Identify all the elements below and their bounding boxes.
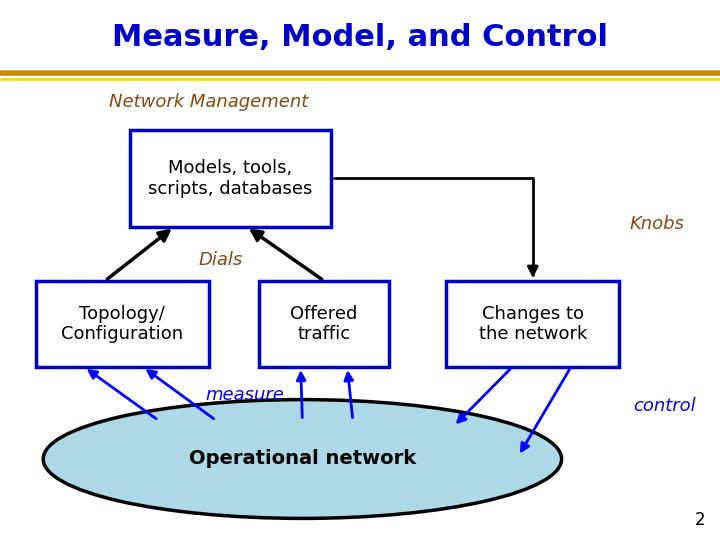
Text: Measure, Model, and Control: Measure, Model, and Control bbox=[112, 23, 608, 52]
FancyBboxPatch shape bbox=[259, 281, 389, 367]
Text: Changes to
the network: Changes to the network bbox=[479, 305, 587, 343]
Text: Models, tools,
scripts, databases: Models, tools, scripts, databases bbox=[148, 159, 312, 198]
Text: measure: measure bbox=[205, 386, 284, 404]
Text: control: control bbox=[634, 397, 696, 415]
Text: Operational network: Operational network bbox=[189, 449, 416, 469]
Text: 2: 2 bbox=[695, 511, 706, 529]
Ellipse shape bbox=[43, 400, 562, 518]
Text: Dials: Dials bbox=[198, 251, 243, 269]
FancyBboxPatch shape bbox=[36, 281, 209, 367]
Text: Topology/
Configuration: Topology/ Configuration bbox=[61, 305, 184, 343]
Text: Knobs: Knobs bbox=[630, 215, 685, 233]
FancyBboxPatch shape bbox=[130, 130, 331, 227]
FancyBboxPatch shape bbox=[446, 281, 619, 367]
Text: Offered
traffic: Offered traffic bbox=[290, 305, 358, 343]
Text: Network Management: Network Management bbox=[109, 93, 308, 111]
